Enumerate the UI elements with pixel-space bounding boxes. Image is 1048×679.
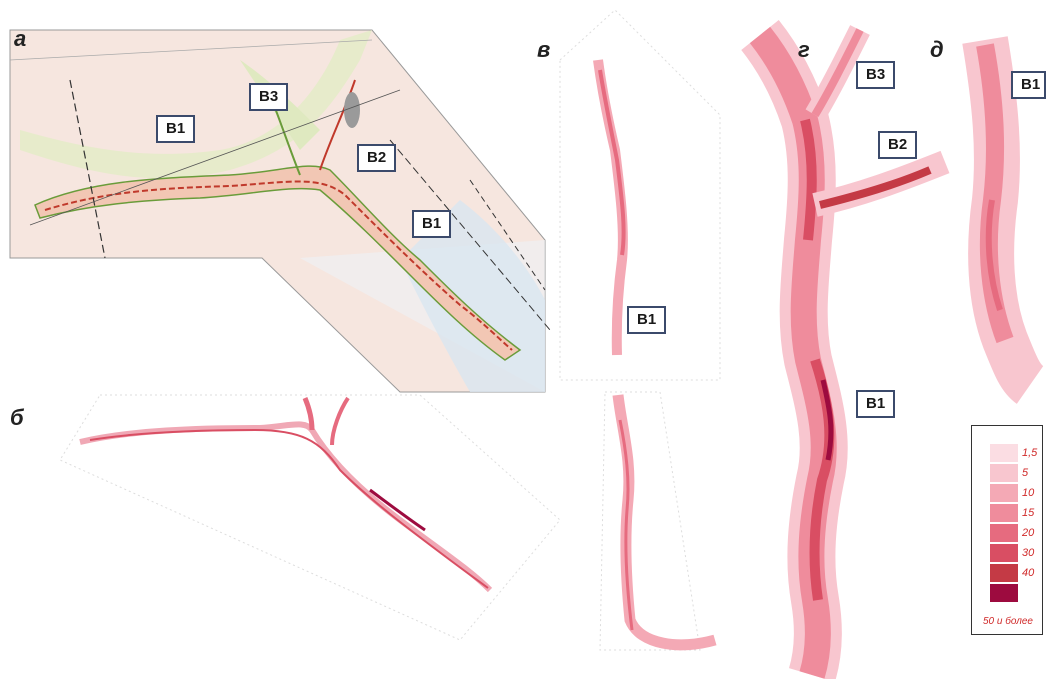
legend-value: 40 <box>1022 567 1035 579</box>
panel-v-map <box>559 9 721 651</box>
legend-value: 5 <box>1022 467 1029 479</box>
legend-value: 15 <box>1022 507 1035 519</box>
panel-g-letter: г <box>798 37 810 62</box>
legend-swatch <box>990 564 1018 582</box>
panel-g-label-b2: В2 <box>878 131 918 159</box>
panel-d-map <box>962 36 1045 404</box>
depth-legend: 1,5 5 10 15 20 30 40 50 и более <box>971 425 1043 635</box>
legend-value: 10 <box>1022 487 1035 499</box>
panel-v-letter: в <box>537 37 551 62</box>
legend-value: 1,5 <box>1022 447 1038 459</box>
legend-swatch <box>990 584 1018 602</box>
legend-swatch <box>990 504 1018 522</box>
panel-g-map <box>735 20 962 679</box>
panel-a-letter: а <box>14 26 27 51</box>
legend-swatch <box>990 444 1018 462</box>
panel-b-letter: б <box>10 405 24 430</box>
panel-d-letter: д <box>930 37 944 62</box>
legend-swatch <box>990 544 1018 562</box>
legend-swatch <box>990 484 1018 502</box>
panel-a-label-b2: В2 <box>357 144 397 172</box>
legend-label-max: 50 и более <box>983 616 1033 627</box>
panel-a-label-b1-upper: В1 <box>156 115 196 143</box>
panel-d-label-b1: В1 <box>1011 71 1047 99</box>
panel-g-label-b1: В1 <box>856 390 896 418</box>
panel-g-label-b3: В3 <box>856 61 896 89</box>
panel-a-label-b1-lower: В1 <box>412 210 452 238</box>
panel-v-label-b1: В1 <box>627 306 667 334</box>
legend-value: 30 <box>1022 547 1035 559</box>
legend-swatch <box>990 524 1018 542</box>
panel-a-map <box>9 29 551 393</box>
legend-value: 20 <box>1022 527 1035 539</box>
legend-swatch <box>990 464 1018 482</box>
panel-b-map <box>59 394 561 641</box>
panel-a-label-b3: В3 <box>249 83 289 111</box>
